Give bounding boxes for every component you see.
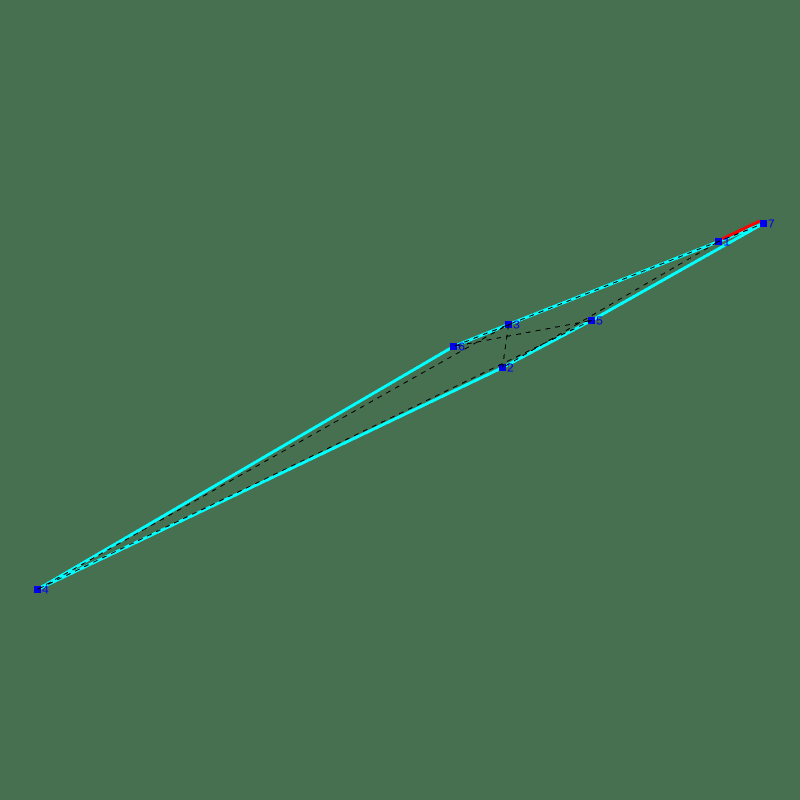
svg-text:6: 6 (458, 340, 465, 354)
svg-text:5: 5 (596, 314, 603, 328)
svg-text:3: 3 (513, 318, 520, 332)
svg-text:4: 4 (42, 584, 49, 598)
svg-text:7: 7 (768, 218, 775, 232)
svg-text:1: 1 (723, 236, 730, 250)
svg-text:2: 2 (507, 362, 514, 376)
